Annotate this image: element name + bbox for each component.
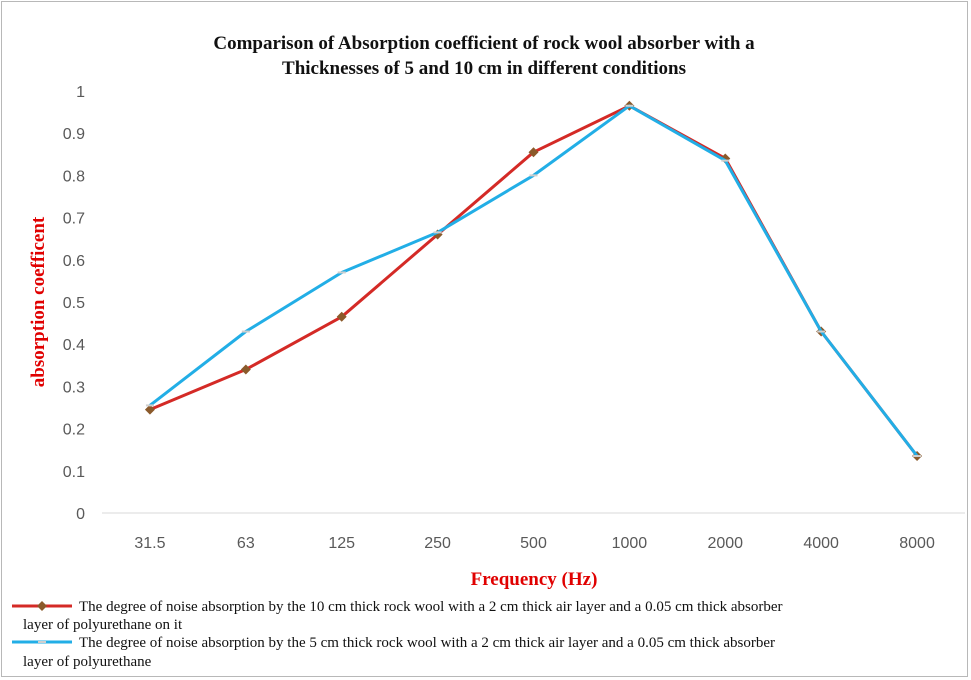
x-tick-label: 2000 [707, 535, 743, 552]
series-2 [145, 104, 922, 458]
series-2-point [433, 231, 442, 234]
x-tick-label: 1000 [612, 535, 648, 552]
y-axis-title: absorption coefficent [28, 216, 49, 387]
series-1-point [528, 147, 539, 158]
series-2-point [817, 330, 826, 333]
series-2-point [913, 455, 922, 458]
series-2-point [721, 159, 730, 162]
chart-title-line-1: Comparison of Absorption coefficient of … [213, 33, 755, 54]
y-tick-label: 0.3 [63, 379, 85, 396]
y-tick-label: 0 [76, 506, 85, 523]
series-2-point [529, 174, 538, 177]
y-axis-ticks: 0 0.1 0.2 0.3 0.4 0.5 0.6 0.7 0.8 0.9 1 [63, 84, 85, 523]
x-tick-label: 500 [520, 535, 547, 552]
x-tick-label: 63 [237, 535, 255, 552]
legend-entry-series-1: The degree of noise absorption by the 10… [12, 599, 783, 633]
y-tick-label: 0.9 [63, 126, 85, 143]
series-1-point [144, 404, 155, 415]
plot-series [144, 100, 923, 462]
legend-label-series-2-line-1: The degree of noise absorption by the 5 … [79, 635, 775, 651]
series-2-point [241, 330, 250, 333]
series-1-point [336, 311, 347, 322]
x-axis-title: Frequency (Hz) [471, 569, 598, 590]
series-1-line [149, 104, 919, 457]
series-1-point [240, 364, 251, 375]
y-tick-label: 0.2 [63, 422, 85, 439]
y-tick-label: 0.8 [63, 168, 85, 185]
y-tick-label: 0.4 [63, 337, 85, 354]
legend-swatch-marker-1 [37, 601, 47, 611]
y-tick-label: 0.1 [63, 464, 85, 481]
y-tick-label: 0.6 [63, 253, 85, 270]
legend: The degree of noise absorption by the 10… [12, 599, 783, 670]
x-axis-ticks: 31.5 63 125 250 500 1000 2000 4000 8000 [134, 535, 935, 552]
x-tick-label: 8000 [899, 535, 935, 552]
y-tick-label: 0.5 [63, 295, 85, 312]
series-1 [144, 100, 923, 462]
x-tick-label: 125 [328, 535, 355, 552]
legend-label-series-2-line-2: layer of polyurethane [23, 654, 152, 670]
x-tick-label: 250 [424, 535, 451, 552]
legend-label-series-1-line-1: The degree of noise absorption by the 10… [79, 599, 783, 615]
series-2-point [145, 404, 154, 407]
y-tick-label: 1 [76, 84, 85, 101]
series-2-line [148, 104, 919, 457]
chart-title-line-2: Thicknesses of 5 and 10 cm in different … [282, 58, 686, 79]
legend-label-series-1-line-2: layer of polyurethane on it [23, 617, 183, 633]
series-2-point [625, 104, 634, 107]
series-2-point [337, 271, 346, 274]
legend-swatch-marker-2 [38, 641, 46, 643]
legend-entry-series-2: The degree of noise absorption by the 5 … [12, 635, 775, 670]
x-tick-label: 4000 [803, 535, 839, 552]
y-tick-label: 0.7 [63, 211, 85, 228]
x-tick-label: 31.5 [134, 535, 165, 552]
